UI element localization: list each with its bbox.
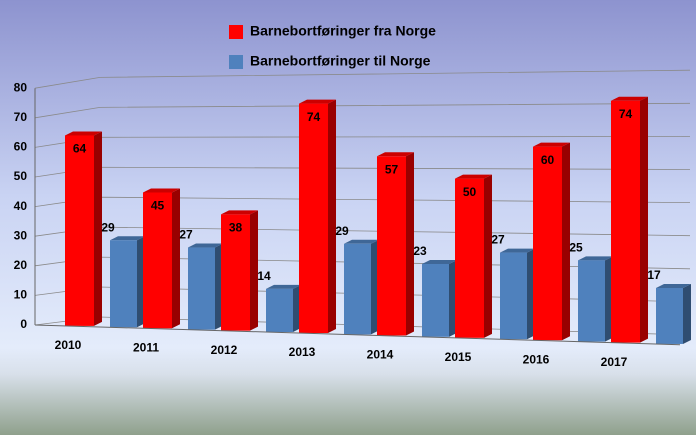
bar — [266, 284, 301, 333]
value-label: 25 — [569, 240, 583, 254]
bar-face — [611, 100, 640, 343]
bar-face — [172, 188, 180, 329]
bar-face — [266, 288, 293, 333]
bar-face — [250, 210, 258, 331]
bar-face — [221, 210, 258, 215]
y-tick-label: 20 — [14, 258, 28, 272]
bar-face — [344, 243, 371, 335]
value-label: 64 — [73, 142, 87, 156]
bar-face — [344, 239, 379, 244]
value-label: 74 — [307, 110, 321, 124]
bar-face — [143, 192, 172, 329]
x-tick-label: 2013 — [289, 345, 316, 359]
bar-face — [578, 260, 605, 342]
bar-face — [455, 178, 484, 338]
value-label: 60 — [541, 153, 555, 167]
value-label: 29 — [101, 220, 115, 234]
bar — [611, 96, 648, 343]
bar — [422, 259, 457, 337]
bar — [656, 284, 691, 344]
bar-face — [299, 99, 336, 104]
bar-face — [578, 256, 613, 261]
value-label: 50 — [463, 185, 477, 199]
bar — [221, 210, 258, 331]
legend-label: Barnebortføringer til Norge — [250, 53, 431, 69]
y-tick-label: 0 — [20, 317, 27, 331]
value-label: 14 — [257, 269, 271, 283]
bar-face — [500, 252, 527, 340]
y-tick-label: 40 — [14, 199, 28, 213]
bar — [455, 174, 492, 338]
bar-face — [406, 152, 414, 336]
bar-face — [533, 146, 562, 341]
bar-face — [533, 142, 570, 147]
x-tick-label: 2011 — [133, 340, 159, 354]
value-label: 38 — [229, 221, 243, 235]
bar-face — [377, 156, 406, 336]
bar — [143, 188, 180, 329]
grid-line — [34, 102, 691, 119]
legend-swatch — [229, 25, 243, 39]
bar — [188, 243, 223, 330]
bar-face — [422, 259, 457, 264]
bar-face — [455, 174, 492, 179]
x-tick-label: 2010 — [55, 338, 82, 352]
bar-face — [328, 99, 336, 334]
y-tick-label: 50 — [14, 169, 28, 183]
x-tick-label: 2012 — [211, 343, 238, 357]
bar — [299, 99, 336, 334]
bar-face — [188, 243, 223, 248]
value-label: 29 — [335, 224, 349, 238]
bar-face — [110, 236, 145, 241]
bar-face — [65, 131, 102, 136]
y-tick-label: 70 — [14, 110, 28, 124]
bar — [344, 239, 379, 335]
bar-face — [143, 188, 180, 193]
bar-face — [656, 288, 683, 344]
bar-face — [656, 284, 691, 289]
value-label: 57 — [385, 162, 399, 176]
y-tick-label: 30 — [14, 228, 28, 242]
bar-face — [110, 240, 137, 328]
x-tick-label: 2015 — [445, 350, 472, 364]
y-tick-label: 60 — [14, 140, 28, 154]
x-tick-label: 2014 — [367, 348, 394, 362]
bar-face — [683, 284, 691, 344]
bar-face — [94, 131, 102, 326]
bar-face — [562, 142, 570, 341]
value-label: 17 — [647, 268, 661, 282]
x-tick-label: 2017 — [601, 355, 628, 369]
y-tick-label: 10 — [14, 288, 28, 302]
bar-face — [65, 135, 94, 326]
bar-face — [377, 152, 414, 157]
bar-face — [299, 103, 328, 334]
bar-face — [422, 263, 449, 337]
bar — [65, 131, 102, 326]
legend-label: Barnebortføringer fra Norge — [250, 23, 436, 39]
bar-face — [221, 214, 250, 331]
bar — [578, 256, 613, 342]
bar-face — [500, 248, 535, 253]
value-label: 45 — [151, 199, 165, 213]
legend-swatch — [229, 55, 243, 69]
x-axis — [34, 324, 681, 346]
value-label: 74 — [619, 107, 633, 121]
y-tick-label: 80 — [14, 80, 28, 94]
bar-face — [484, 174, 492, 338]
grid-line — [34, 69, 691, 89]
x-tick-label: 2016 — [523, 352, 550, 366]
bar — [500, 248, 535, 340]
bar — [533, 142, 570, 341]
value-label: 23 — [413, 244, 427, 258]
bar — [377, 152, 414, 336]
bar-face — [611, 96, 648, 101]
value-label: 27 — [491, 233, 505, 247]
bar-face — [640, 96, 648, 343]
bar-face — [188, 247, 215, 330]
value-label: 27 — [179, 228, 193, 242]
bar — [110, 236, 145, 328]
bar-face — [266, 284, 301, 289]
